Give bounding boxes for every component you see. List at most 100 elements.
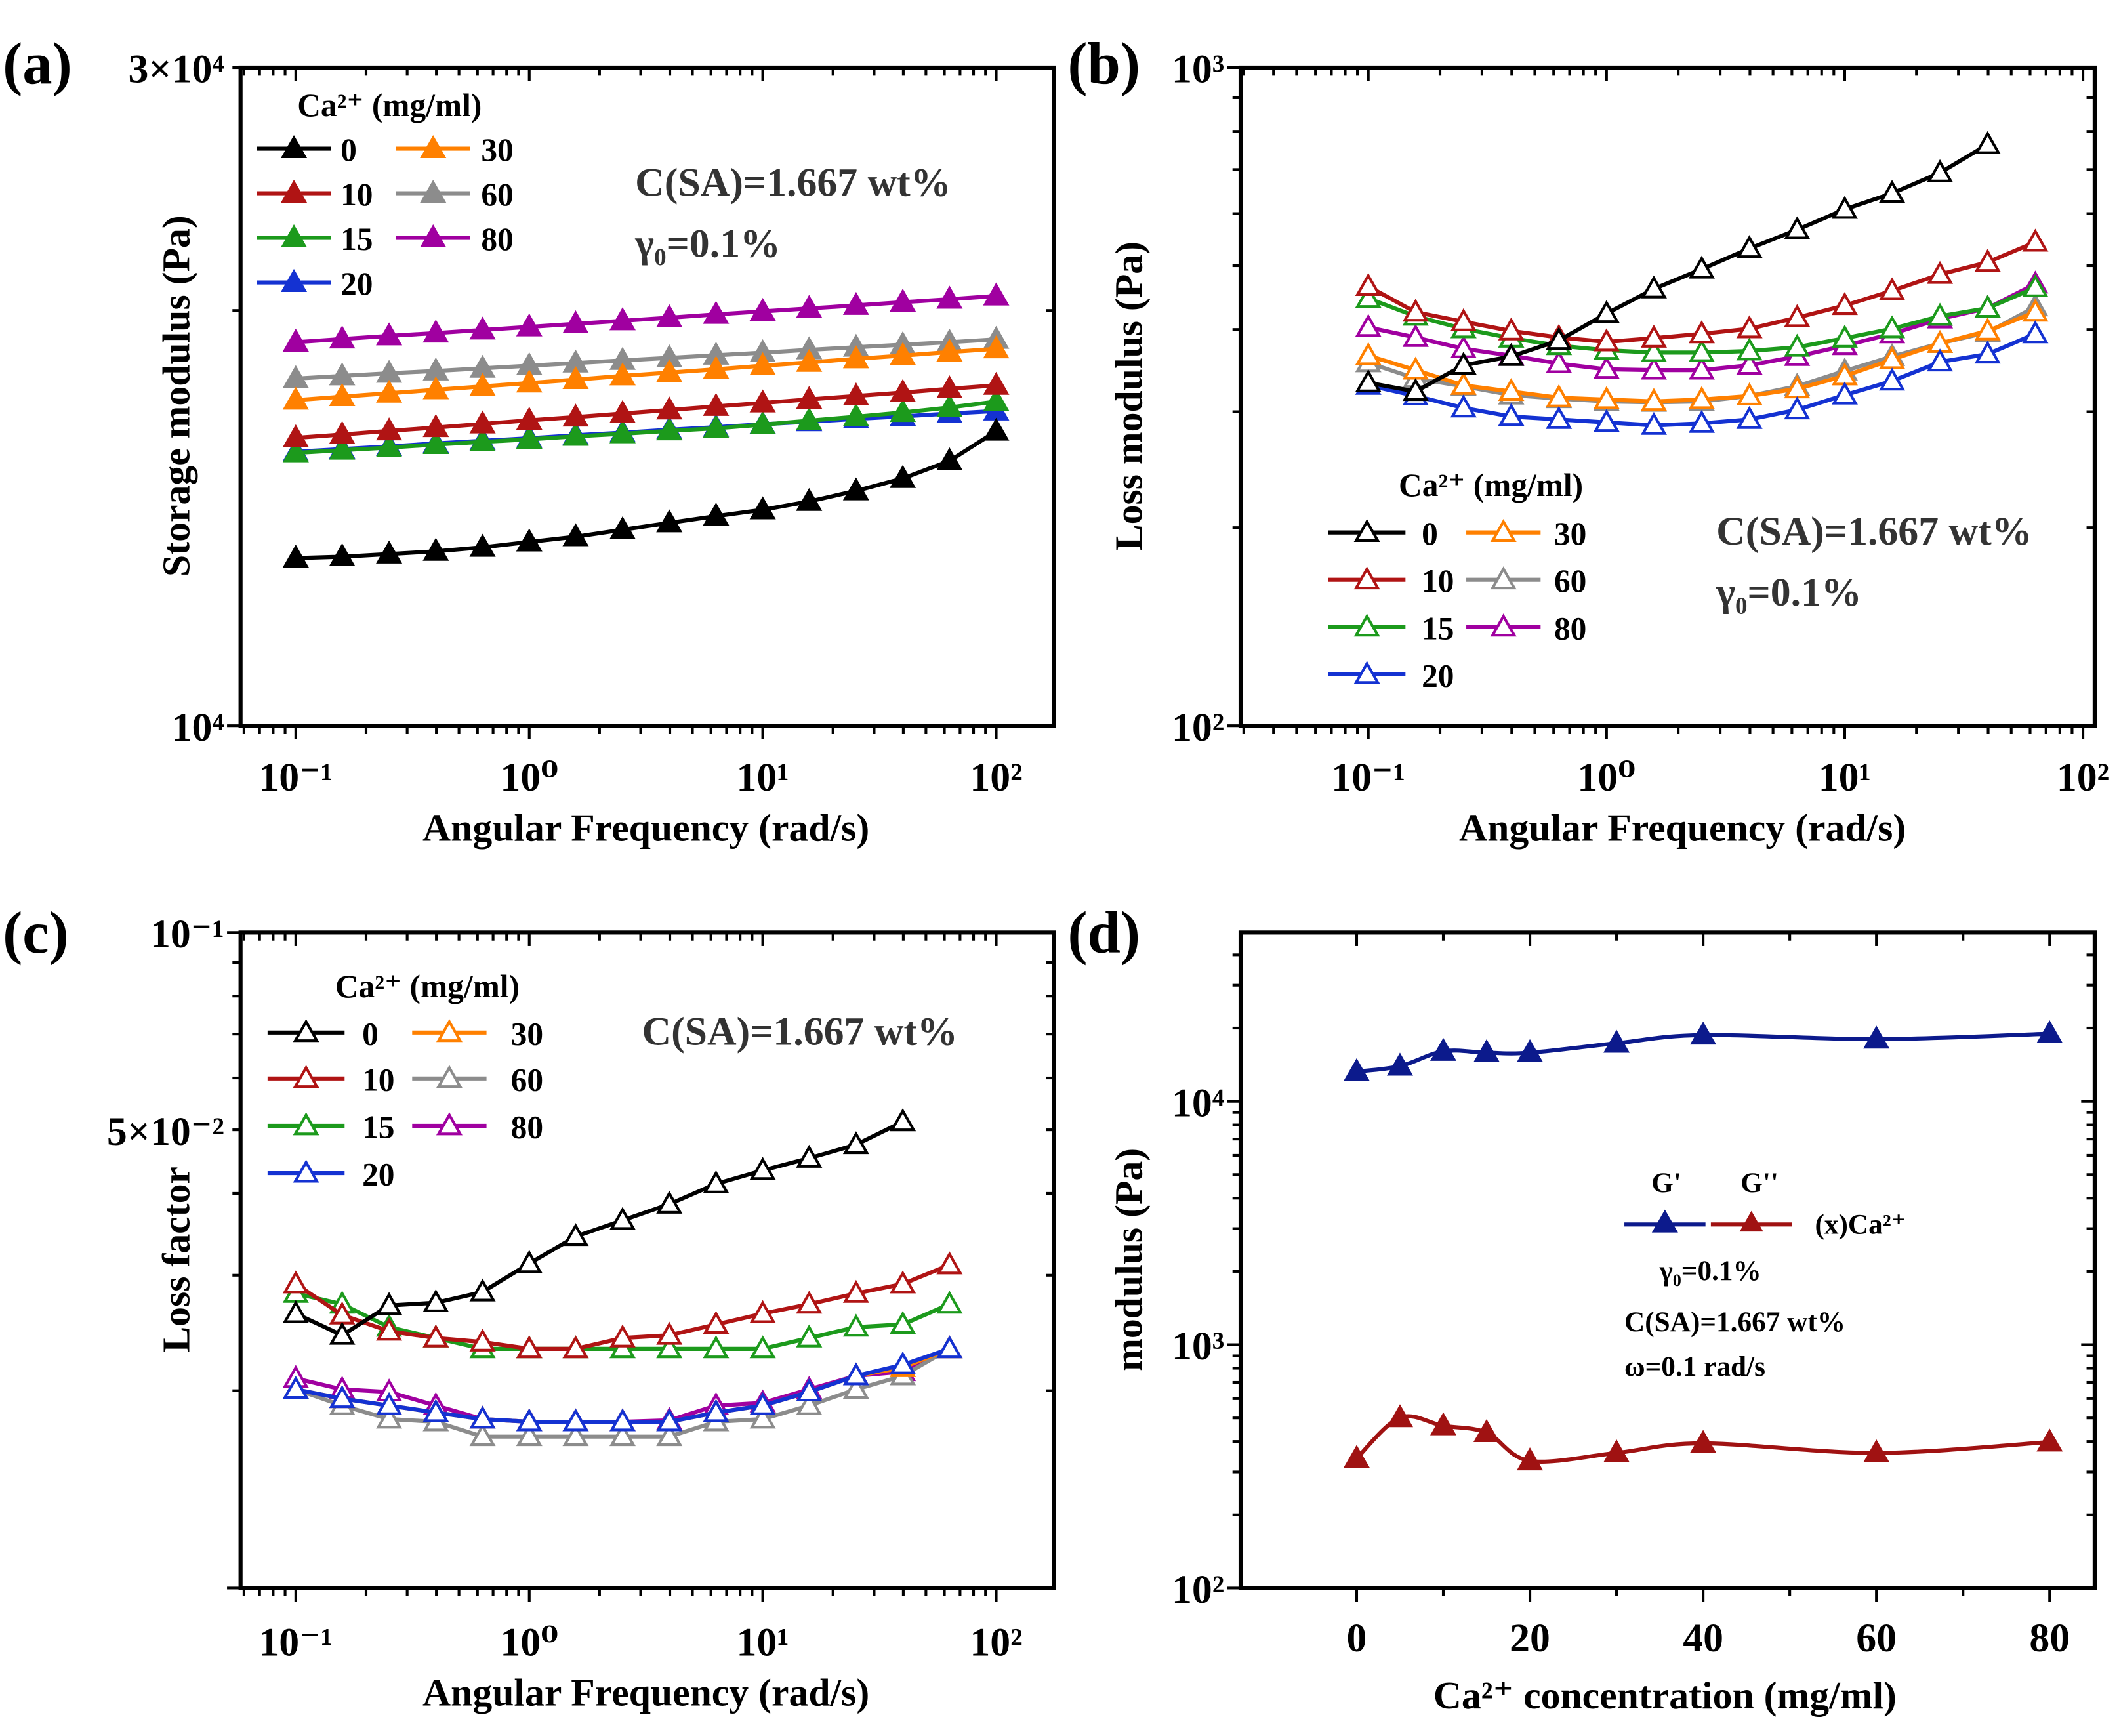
data-point bbox=[562, 523, 589, 547]
x-axis-label: Angular Frequency (rad/s) bbox=[422, 806, 869, 849]
panel-d: (d) 0 20 40 60 80 10⁴ 10³ 10² Ca²⁺ concentration … bbox=[1067, 899, 2097, 1717]
legend-label: 15 bbox=[340, 221, 373, 257]
annotation: γ₀=0.1% bbox=[634, 221, 781, 266]
annotation: ω=0.1 rad/s bbox=[1624, 1351, 1765, 1382]
data-point bbox=[796, 1378, 823, 1402]
plot-frame bbox=[1238, 930, 2097, 1590]
x-tick-label: 10¹ bbox=[1819, 755, 1871, 800]
y-tick-label: 3×10⁴ bbox=[129, 47, 224, 92]
annotation: C(SA)=1.667 wt% bbox=[642, 1009, 957, 1054]
plot-frame bbox=[238, 65, 1056, 728]
series-line bbox=[295, 429, 998, 560]
legend-item: 10 bbox=[1328, 563, 1454, 599]
y-axis-label: Loss modulus (Pa) bbox=[1107, 241, 1151, 550]
data-point bbox=[1355, 369, 1382, 392]
data-point bbox=[1517, 1039, 1544, 1062]
data-point bbox=[1863, 1025, 1890, 1049]
data-point bbox=[656, 509, 683, 533]
data-point bbox=[293, 1112, 319, 1136]
data-point bbox=[656, 1408, 683, 1432]
data-point bbox=[469, 533, 496, 557]
data-point bbox=[842, 1279, 869, 1303]
data-point bbox=[1593, 386, 1620, 409]
data-point bbox=[1603, 1439, 1630, 1462]
x-tick-label: 10² bbox=[2057, 755, 2109, 800]
data-point bbox=[329, 325, 356, 349]
data-point bbox=[656, 1321, 683, 1345]
data-point bbox=[1690, 1022, 1717, 1045]
data-point bbox=[609, 1423, 636, 1447]
x-tick-label: 10⁻¹ bbox=[258, 1620, 333, 1664]
y-tick-label: 10⁻¹ bbox=[150, 912, 224, 957]
legend-title: Ca²⁺ (mg/ml) bbox=[335, 968, 520, 1004]
legend-item: 15 bbox=[257, 221, 373, 257]
data-point bbox=[1498, 317, 1525, 341]
data-point bbox=[1473, 1039, 1500, 1062]
data-point bbox=[1831, 381, 1858, 405]
legend-item: 30 bbox=[1466, 516, 1586, 552]
data-point bbox=[1355, 285, 1382, 308]
x-tick-label: 80 bbox=[2029, 1616, 2070, 1661]
data-point bbox=[516, 313, 543, 337]
data-point bbox=[842, 1376, 869, 1399]
data-point bbox=[1736, 352, 1763, 375]
data-point bbox=[1784, 333, 1811, 357]
y-axis-label: Loss factor bbox=[154, 1167, 197, 1353]
data-point bbox=[329, 421, 356, 444]
legend: G' G'' (x)Ca²⁺ bbox=[1624, 1167, 1906, 1241]
data-point bbox=[1593, 328, 1620, 352]
data-point bbox=[1974, 317, 2001, 341]
data-point bbox=[1546, 405, 1573, 429]
series-10 bbox=[282, 1251, 963, 1359]
plot-frame bbox=[1238, 65, 2097, 728]
data-point bbox=[1546, 327, 1573, 350]
series-10 bbox=[1355, 228, 2049, 352]
legend: Ca²⁺ (mg/ml) 0 10 15 20 30 60 80 bbox=[1328, 467, 1586, 693]
data-point bbox=[1879, 180, 1906, 203]
data-point bbox=[749, 389, 776, 413]
data-point bbox=[1593, 300, 1620, 323]
data-point bbox=[890, 1351, 916, 1374]
series-20 bbox=[282, 1335, 963, 1432]
x-tick-label: 10⁰ bbox=[1577, 755, 1636, 800]
annotation: γ₀=0.1% bbox=[1716, 570, 1862, 615]
data-point bbox=[469, 1423, 496, 1447]
data-point bbox=[329, 1385, 356, 1409]
data-point bbox=[703, 356, 730, 379]
legend-item: 30 bbox=[412, 1016, 543, 1052]
data-point bbox=[329, 543, 356, 566]
legend-label: 0 bbox=[362, 1016, 379, 1052]
series-15 bbox=[282, 388, 1010, 463]
data-point bbox=[1879, 277, 1906, 300]
data-point bbox=[1450, 352, 1477, 375]
y-tick-label: 10² bbox=[1172, 705, 1224, 750]
data-point bbox=[749, 1392, 776, 1415]
data-point bbox=[1402, 299, 1429, 322]
data-point bbox=[656, 1190, 683, 1214]
data-point bbox=[1473, 1418, 1500, 1443]
data-point bbox=[469, 1328, 496, 1352]
data-point bbox=[2036, 1020, 2063, 1044]
data-point bbox=[609, 1324, 636, 1348]
data-point bbox=[436, 1065, 463, 1088]
annotation: γ₀=0.1% bbox=[1659, 1255, 1761, 1287]
data-point bbox=[282, 1270, 309, 1294]
data-point bbox=[469, 1405, 496, 1429]
legend-label: 80 bbox=[481, 221, 513, 257]
data-point bbox=[842, 477, 869, 501]
data-point bbox=[1386, 1404, 1414, 1428]
x-axis-label: Angular Frequency (rad/s) bbox=[1459, 806, 1906, 849]
data-point bbox=[936, 285, 963, 309]
y-tick-label: 10³ bbox=[1172, 47, 1224, 92]
annotation: C(SA)=1.667 wt% bbox=[1716, 509, 2032, 554]
series-10 bbox=[282, 371, 1010, 447]
x-tick-label: 10⁻¹ bbox=[1331, 755, 1405, 800]
data-point bbox=[1343, 1058, 1370, 1081]
series-0 bbox=[282, 1108, 916, 1345]
data-point bbox=[656, 417, 683, 441]
data-point bbox=[282, 544, 309, 568]
data-point bbox=[1402, 378, 1429, 402]
legend-item: 80 bbox=[1466, 610, 1586, 646]
data-point bbox=[936, 447, 963, 470]
